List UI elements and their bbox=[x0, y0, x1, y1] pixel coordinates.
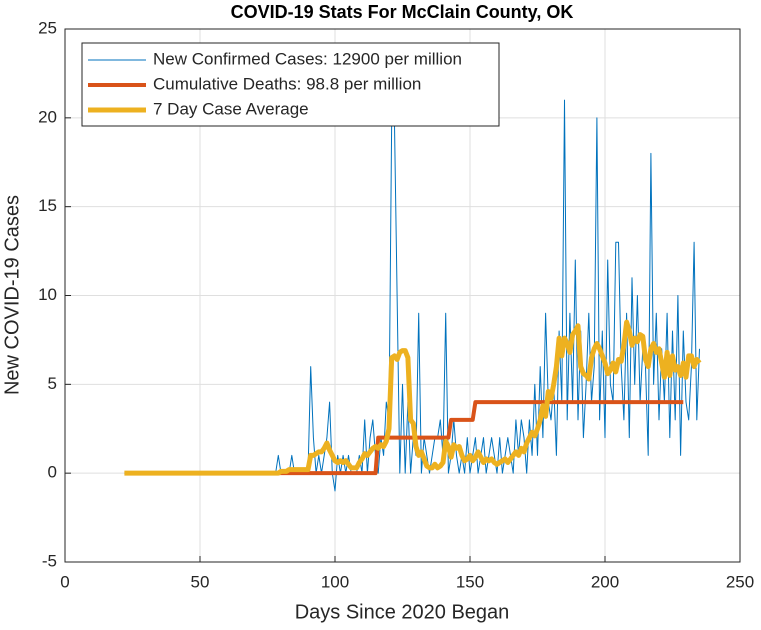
x-tick-label: 0 bbox=[60, 572, 69, 591]
legend-label: 7 Day Case Average bbox=[153, 99, 309, 118]
series-line bbox=[124, 319, 702, 476]
x-tick-label: 200 bbox=[591, 572, 619, 591]
series-line bbox=[275, 400, 684, 476]
y-tick-label: 5 bbox=[48, 374, 57, 393]
x-axis-label: Days Since 2020 Began bbox=[295, 601, 510, 623]
y-tick-label: -5 bbox=[42, 551, 57, 570]
y-tick-label: 20 bbox=[38, 107, 57, 126]
legend-label: New Confirmed Cases: 12900 per million bbox=[153, 49, 462, 68]
plot-area bbox=[124, 99, 702, 492]
axes-box bbox=[64, 28, 741, 563]
legend-box bbox=[81, 42, 500, 127]
y-tick-label: 0 bbox=[48, 463, 57, 482]
legend: New Confirmed Cases: 12900 per million Cu… bbox=[81, 42, 500, 127]
y-tick-label: 15 bbox=[38, 196, 57, 215]
legend-label: Cumulative Deaths: 98.8 per million bbox=[153, 74, 421, 93]
y-tick-label: 25 bbox=[38, 18, 57, 37]
x-tick-label: 100 bbox=[321, 572, 349, 591]
x-tick-label: 50 bbox=[191, 572, 210, 591]
chart-title: COVID-19 Stats For McClain County, OK bbox=[231, 2, 574, 22]
x-tick-label: 250 bbox=[726, 572, 754, 591]
y-axis-label: New COVID-19 Cases bbox=[1, 195, 23, 395]
y-tick-label: 10 bbox=[38, 285, 57, 304]
x-tick-label: 150 bbox=[456, 572, 484, 591]
